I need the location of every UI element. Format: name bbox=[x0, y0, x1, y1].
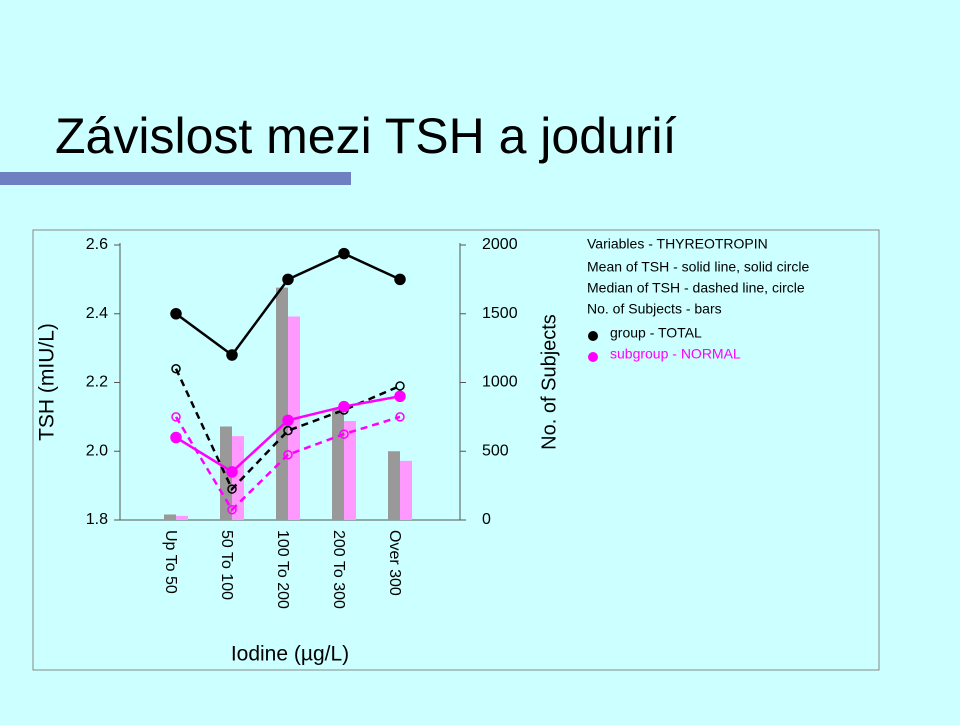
median-point bbox=[171, 364, 181, 374]
subjects-bar bbox=[176, 515, 188, 520]
mean-point bbox=[338, 400, 350, 413]
median-point bbox=[395, 381, 405, 391]
mean-point bbox=[226, 349, 238, 361]
legend-note: No. of Subjects - bars bbox=[587, 301, 722, 317]
subjects-bar bbox=[332, 408, 344, 520]
mean-point bbox=[170, 308, 182, 320]
median-point bbox=[283, 425, 293, 436]
subjects-bar bbox=[232, 436, 244, 520]
x-tick-label: Over 300 bbox=[386, 530, 403, 596]
mean-point bbox=[394, 390, 406, 402]
legend-label: subgroup - NORMAL bbox=[610, 346, 741, 362]
slide-title: Závislost mezi TSH a jodurií bbox=[55, 108, 677, 164]
x-tick-label: Up To 50 bbox=[162, 530, 179, 594]
median-point bbox=[283, 449, 293, 460]
median-point bbox=[395, 412, 405, 422]
subjects-bar bbox=[388, 451, 400, 520]
y-tick-label: 2.2 bbox=[86, 374, 108, 391]
mean-point bbox=[282, 414, 294, 427]
y2-tick-label: 0 bbox=[482, 511, 491, 528]
mean-point bbox=[338, 247, 350, 260]
mean-point bbox=[170, 431, 182, 444]
subjects-bar bbox=[400, 460, 412, 520]
title-underline bbox=[0, 172, 351, 185]
median-point bbox=[227, 504, 237, 515]
x-tick-label: 200 To 300 bbox=[330, 530, 347, 609]
subjects-bar bbox=[344, 421, 356, 520]
legend-note: Mean of TSH - solid line, solid circle bbox=[587, 259, 809, 275]
y2-tick-label: 1000 bbox=[482, 374, 518, 391]
subjects-bar bbox=[164, 514, 176, 520]
subjects-bar bbox=[220, 426, 232, 520]
mean-point bbox=[226, 466, 238, 478]
y-tick-label: 2.0 bbox=[86, 442, 108, 459]
x-tick-label: 100 To 200 bbox=[274, 530, 291, 609]
legend-label: group - TOTAL bbox=[610, 325, 702, 341]
subjects-bar bbox=[276, 287, 288, 520]
y-axis-label: TSH (mIU/L) bbox=[36, 323, 59, 441]
y2-tick-label: 500 bbox=[482, 442, 509, 459]
y2-tick-label: 2000 bbox=[482, 236, 518, 253]
median-line bbox=[174, 415, 401, 512]
y-tick-label: 1.8 bbox=[86, 511, 108, 528]
y-tick-label: 2.6 bbox=[86, 236, 108, 253]
x-axis-label: Iodine (µg/L) bbox=[231, 643, 349, 666]
x-tick-label: 50 To 100 bbox=[218, 530, 235, 600]
y2-tick-label: 1500 bbox=[482, 305, 518, 322]
legend-title: Variables - THYREOTROPIN bbox=[587, 236, 768, 252]
median-point bbox=[339, 429, 349, 439]
legend-marker bbox=[588, 331, 598, 341]
legend-marker bbox=[588, 352, 598, 362]
median-point bbox=[171, 412, 181, 422]
y2-axis-label: No. of Subjects bbox=[538, 314, 560, 450]
mean-point bbox=[394, 273, 406, 286]
mean-point bbox=[282, 273, 294, 286]
y-tick-label: 2.4 bbox=[86, 305, 108, 322]
median-point bbox=[227, 484, 237, 494]
chart-frame bbox=[32, 229, 880, 671]
legend-note: Median of TSH - dashed line, circle bbox=[587, 280, 805, 296]
